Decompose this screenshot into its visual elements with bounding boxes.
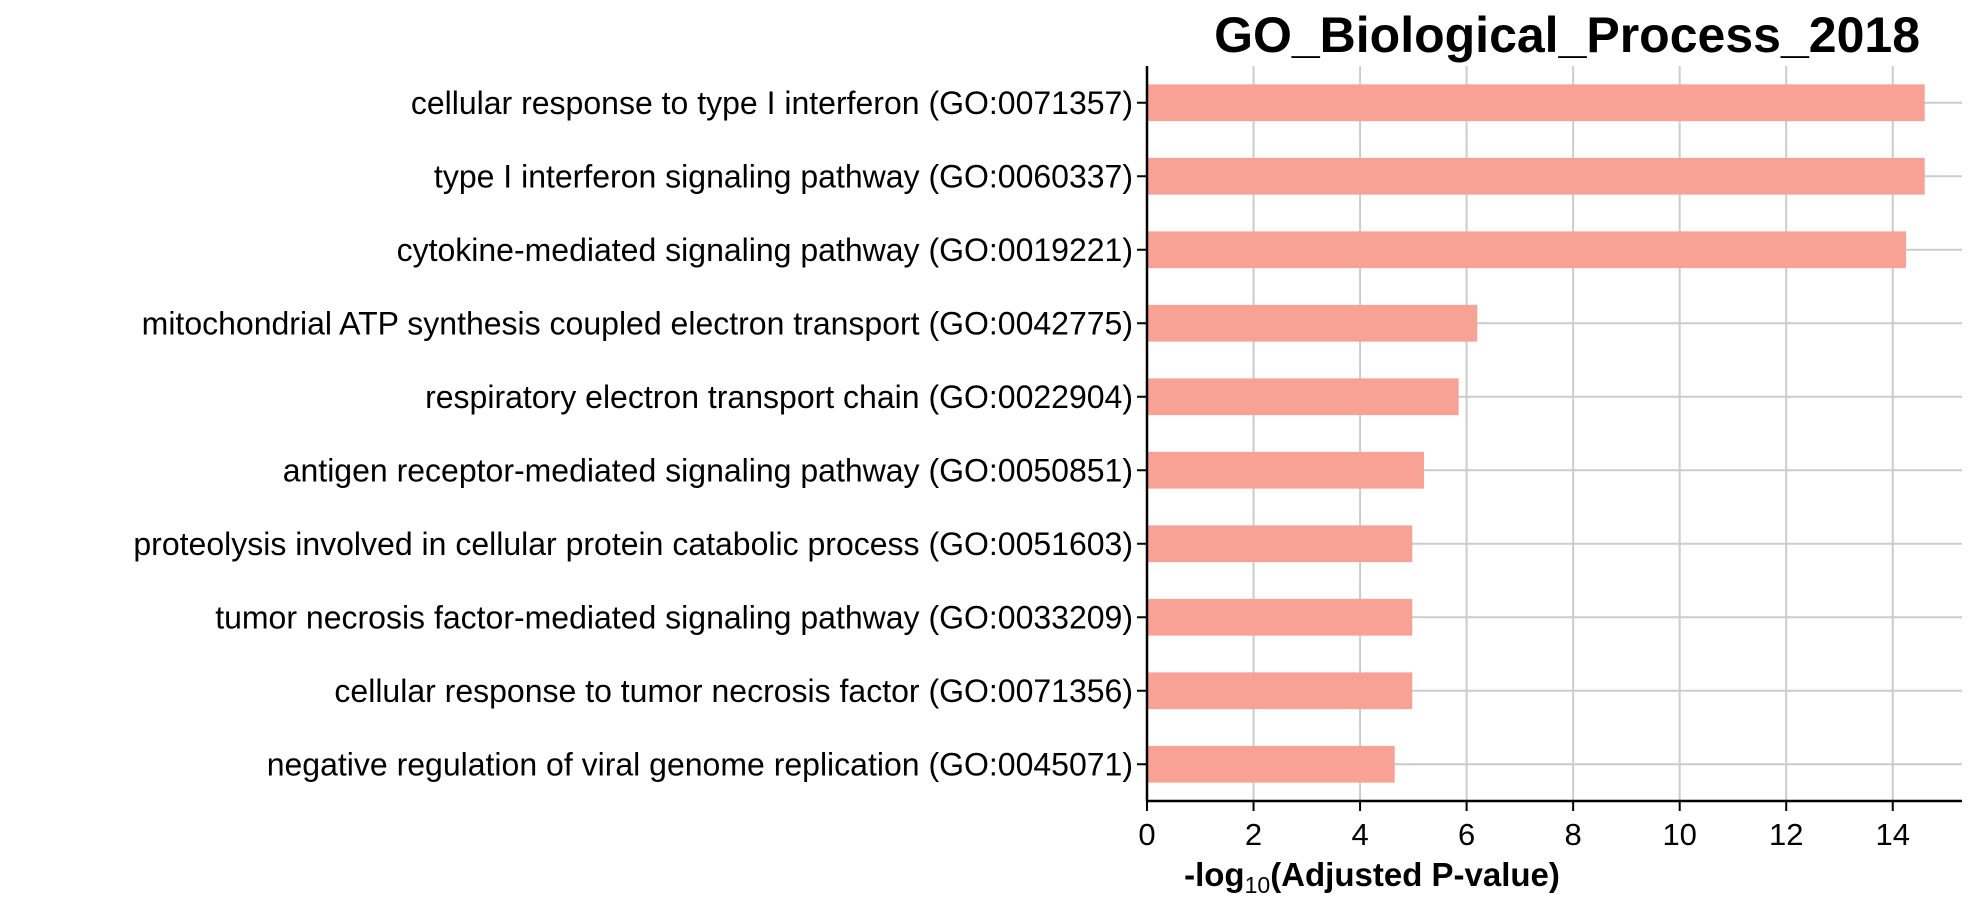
category-label: mitochondrial ATP synthesis coupled elec…	[142, 305, 1133, 341]
bar	[1147, 157, 1925, 195]
x-axis-label-subscript: 10	[1245, 872, 1271, 898]
bar	[1147, 598, 1413, 636]
bar	[1147, 525, 1413, 563]
x-tick-label: 2	[1245, 817, 1262, 852]
category-label: proteolysis involved in cellular protein…	[133, 526, 1133, 562]
category-label: negative regulation of viral genome repl…	[267, 746, 1133, 782]
category-label: cellular response to tumor necrosis fact…	[334, 673, 1133, 709]
category-labels: cellular response to type I interferon (…	[133, 85, 1133, 783]
category-label: tumor necrosis factor-mediated signaling…	[215, 599, 1133, 635]
bar	[1147, 84, 1925, 122]
x-tick-label: 6	[1458, 817, 1475, 852]
x-tick-label: 14	[1876, 817, 1910, 852]
category-label: cellular response to type I interferon (…	[411, 85, 1133, 121]
bar	[1147, 745, 1395, 783]
x-axis-label: -log10(Adjusted P-value)	[1184, 856, 1560, 898]
bars	[1147, 84, 1925, 783]
bar	[1147, 451, 1424, 489]
x-axis-label-suffix: (Adjusted P-value)	[1270, 856, 1560, 893]
category-label: type I interferon signaling pathway (GO:…	[434, 158, 1133, 194]
x-tick-label: 0	[1138, 817, 1155, 852]
bar	[1147, 304, 1478, 342]
bar	[1147, 672, 1413, 710]
category-label: respiratory electron transport chain (GO…	[425, 379, 1133, 415]
bar	[1147, 378, 1459, 416]
category-label: antigen receptor-mediated signaling path…	[283, 452, 1133, 488]
x-tick-label: 12	[1769, 817, 1803, 852]
category-label: cytokine-mediated signaling pathway (GO:…	[397, 232, 1133, 268]
x-axis-label-prefix: -log	[1184, 856, 1244, 893]
bar	[1147, 231, 1907, 269]
axes	[1137, 66, 1962, 811]
x-tick-labels: 0 2 4 6 8 10 12 14	[1138, 817, 1910, 852]
x-tick-label: 8	[1565, 817, 1582, 852]
chart-title: GO_Biological_Process_2018	[1214, 7, 1920, 63]
x-tick-label: 4	[1351, 817, 1368, 852]
x-tick-label: 10	[1662, 817, 1696, 852]
